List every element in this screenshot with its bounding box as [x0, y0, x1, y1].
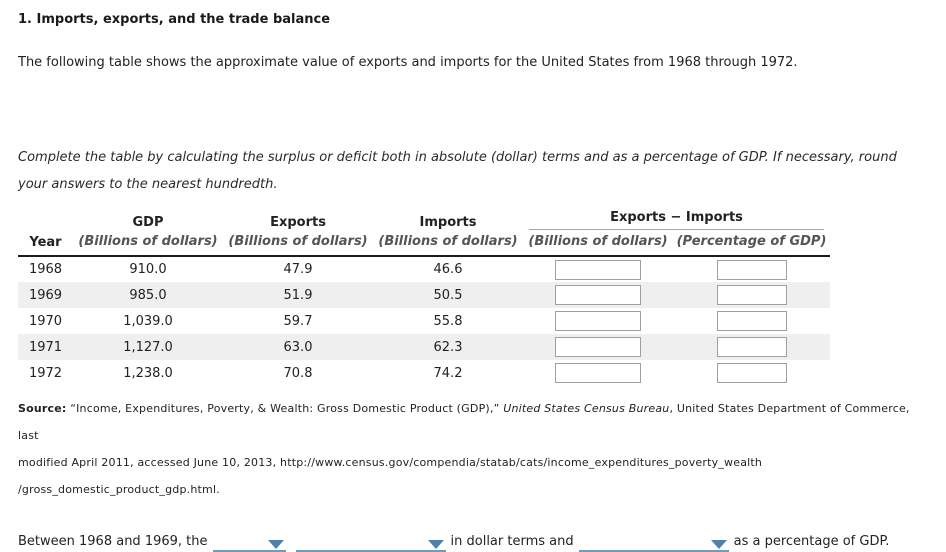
trade-balance-dollars-input[interactable] — [555, 259, 641, 280]
chevron-down-icon — [267, 540, 284, 549]
year-comparison-dropdown[interactable] — [212, 536, 286, 552]
source-text-line3: /gross_domestic_product_gdp.html. — [18, 483, 220, 496]
trade-balance-dollars-input[interactable] — [555, 285, 641, 305]
imports-cell: 50.5 — [433, 287, 463, 303]
gdp-cell: 1,238.0 — [123, 365, 173, 381]
percentage-gdp-dropdown[interactable] — [578, 536, 729, 552]
unit-header-imports: (Billions of dollars) — [373, 230, 523, 257]
table-row: 1970 1,039.0 59.7 55.8 — [18, 308, 830, 334]
imports-cell: 62.3 — [433, 339, 463, 355]
gdp-cell: 985.0 — [129, 287, 167, 303]
source-text-line2: modified April 2011, accessed June 10, 2… — [18, 456, 763, 469]
table-header-row-units: (Billions of dollars) (Billions of dolla… — [18, 230, 831, 257]
intro-text: The following table shows the approximat… — [18, 55, 798, 70]
gdp-cell: 910.0 — [129, 262, 167, 277]
question-text-2: in dollar terms and — [450, 534, 574, 549]
trade-balance-percent-input[interactable] — [716, 259, 787, 280]
table-row: 1972 1,238.0 70.8 74.2 — [18, 360, 830, 386]
source-publication: United States Census Bureau — [503, 402, 670, 415]
trade-balance-dollars-input[interactable] — [555, 337, 641, 357]
trade-balance-percent-input[interactable] — [716, 337, 787, 357]
page-title: 1. Imports, exports, and the trade balan… — [18, 12, 331, 27]
gdp-cell: 1,039.0 — [123, 313, 173, 329]
column-header-gdp: GDP — [132, 215, 164, 230]
fill-in-sentence: Between 1968 and 1969, the in dollar term… — [18, 534, 928, 552]
question-text-1: Between 1968 and 1969, the — [18, 534, 208, 549]
column-header-exports: Exports — [270, 215, 326, 230]
trade-balance-percent-input[interactable] — [716, 285, 787, 305]
imports-cell: 74.2 — [433, 365, 463, 381]
source-label: Source: — [18, 402, 67, 415]
unit-header-gdp: (Billions of dollars) — [73, 230, 223, 257]
exports-cell: 47.9 — [283, 262, 313, 277]
instruction-text: Complete the table by calculating the su… — [18, 150, 897, 192]
trade-balance-dollars-input[interactable] — [555, 311, 641, 331]
table-row: 1971 1,127.0 63.0 62.3 — [18, 334, 831, 360]
column-header-imports: Imports — [419, 215, 477, 230]
column-header-year: Year — [18, 206, 73, 257]
year-cell: 1970 — [28, 313, 63, 329]
unit-header-balance-percent: (Percentage of GDP) — [673, 230, 831, 257]
exports-minus-imports-label: Exports − Imports — [529, 210, 825, 230]
source-text-part1: “Income, Expenditures, Poverty, & Wealth… — [66, 402, 504, 415]
dollar-terms-dropdown[interactable] — [295, 536, 446, 552]
imports-cell: 46.6 — [433, 262, 463, 277]
chevron-down-icon — [427, 540, 444, 549]
column-header-exports-minus-imports: Exports − Imports — [523, 206, 830, 230]
year-cell: 1972 — [28, 365, 63, 381]
unit-header-exports: (Billions of dollars) — [223, 230, 373, 257]
year-cell: 1971 — [28, 339, 63, 355]
exports-cell: 59.7 — [283, 313, 313, 329]
table-row: 1969 985.0 51.9 50.5 — [18, 282, 831, 308]
table-row: 1968 910.0 47.9 46.6 — [18, 256, 830, 282]
chevron-down-icon — [710, 540, 727, 549]
unit-header-balance-dollars: (Billions of dollars) — [523, 230, 673, 257]
source-citation: Source: “Income, Expenditures, Poverty, … — [18, 395, 928, 503]
imports-cell: 55.8 — [433, 313, 463, 329]
exports-cell: 70.8 — [283, 365, 313, 381]
trade-balance-dollars-input[interactable] — [555, 363, 641, 383]
year-cell: 1968 — [28, 262, 63, 277]
year-cell: 1969 — [28, 287, 63, 303]
gdp-cell: 1,127.0 — [123, 339, 173, 355]
question-text-3: as a percentage of GDP. — [733, 534, 890, 549]
trade-balance-percent-input[interactable] — [716, 311, 787, 331]
trade-balance-percent-input[interactable] — [716, 363, 787, 383]
source-text-part2: , United States Department of Commerce, … — [18, 402, 910, 442]
trade-balance-table: Year GDP Exports Imports Exports − Impor… — [18, 206, 831, 386]
exports-cell: 63.0 — [283, 339, 313, 355]
exports-cell: 51.9 — [283, 287, 313, 303]
table-header-row-top: Year GDP Exports Imports Exports − Impor… — [18, 206, 830, 257]
